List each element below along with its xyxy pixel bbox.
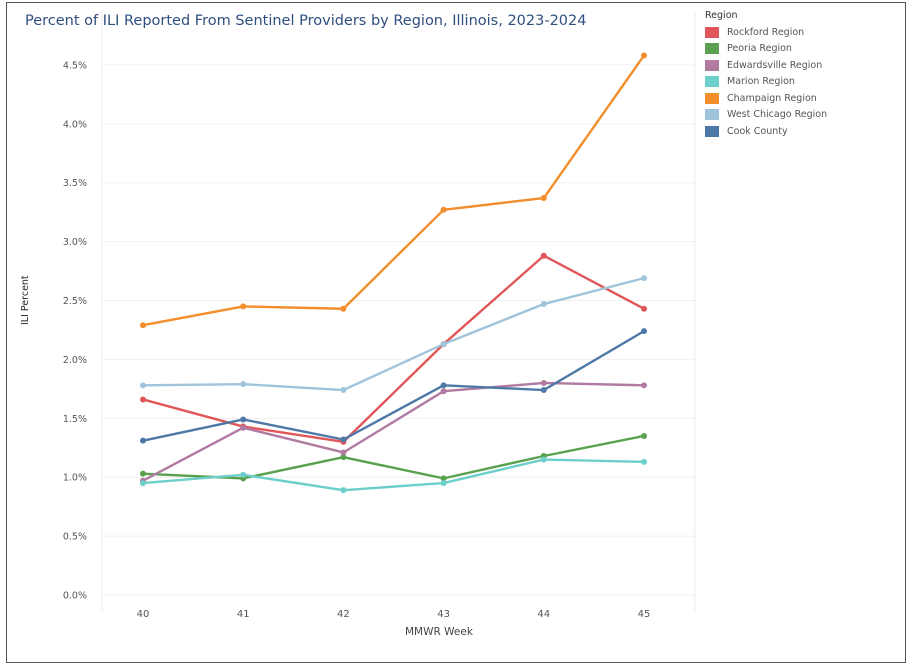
legend-item: Peoria Region xyxy=(705,41,827,58)
x-tick-label: 45 xyxy=(638,609,651,620)
legend-swatch xyxy=(705,92,719,104)
data-point xyxy=(240,424,247,431)
y-tick-label: 2.5% xyxy=(63,296,87,307)
series-line xyxy=(142,330,645,442)
y-tick-label: 1.0% xyxy=(63,473,87,484)
data-point xyxy=(641,382,647,389)
data-point xyxy=(540,379,547,386)
legend-label: Rockford Region xyxy=(727,26,805,38)
legend-item: Edwardsville Region xyxy=(705,57,827,74)
legend-label: Edwardsville Region xyxy=(727,59,823,71)
x-axis-label: MMWR Week xyxy=(405,626,473,638)
legend-swatch xyxy=(705,109,719,121)
x-tick-label: 40 xyxy=(137,609,150,620)
series-line xyxy=(142,458,645,492)
x-tick-label: 44 xyxy=(537,609,550,620)
data-point xyxy=(641,52,647,59)
legend-item: Cook County xyxy=(705,123,827,140)
legend-label: Peoria Region xyxy=(727,43,792,55)
y-tick-label: 4.0% xyxy=(63,119,87,130)
data-point xyxy=(540,252,547,259)
data-point xyxy=(140,470,146,477)
data-point xyxy=(440,206,447,213)
legend-item: Champaign Region xyxy=(705,90,827,107)
y-tick-label: 3.0% xyxy=(63,237,87,248)
legend-items: Rockford Region Peoria Region Edwardsville… xyxy=(705,24,827,140)
legend-swatch xyxy=(705,76,719,88)
y-tick-label: 1.5% xyxy=(63,414,87,425)
series-line xyxy=(142,381,645,482)
legend-label: West Chicago Region xyxy=(727,109,828,121)
x-tick-label: 42 xyxy=(337,609,350,620)
chart-title: Percent of ILI Reported From Sentinel Pr… xyxy=(25,13,587,29)
data-point xyxy=(340,387,347,394)
data-point xyxy=(540,195,547,202)
data-point xyxy=(440,341,447,348)
data-point xyxy=(240,416,247,423)
data-point xyxy=(140,322,146,329)
y-tick-label: 0.0% xyxy=(63,591,87,602)
legend-swatch xyxy=(705,26,719,38)
series-lines xyxy=(142,54,645,492)
legend-title: Region xyxy=(705,10,738,21)
legend: Region Rockford Region Peoria Region Edwar… xyxy=(705,10,827,140)
series-line xyxy=(142,276,645,392)
data-point xyxy=(340,436,347,443)
data-point xyxy=(140,396,146,403)
series-line xyxy=(142,434,645,480)
data-point xyxy=(540,387,547,394)
data-point xyxy=(641,275,647,282)
y-tick-label: 3.5% xyxy=(63,178,87,189)
data-point xyxy=(440,388,447,395)
data-point xyxy=(340,305,347,312)
data-point xyxy=(440,382,447,389)
data-point xyxy=(240,303,247,310)
y-tick-label: 4.5% xyxy=(63,60,87,71)
y-tick-label: 2.0% xyxy=(63,355,87,366)
x-tick-label: 43 xyxy=(437,609,450,620)
y-tick-label: 0.5% xyxy=(63,532,87,543)
legend-swatch xyxy=(705,43,719,55)
data-point xyxy=(440,475,447,482)
data-point xyxy=(340,454,347,461)
data-point xyxy=(641,328,647,335)
x-tick-labels: 40 41 42 43 44 45 xyxy=(137,609,651,620)
data-point xyxy=(641,305,647,312)
y-tick-labels: 0.0% 0.5% 1.0% 1.5% 2.0% 2.5% 3.0% 3.5% 4.0% 4.5% xyxy=(63,60,87,601)
legend-label: Marion Region xyxy=(727,76,795,88)
gridlines xyxy=(101,12,696,611)
data-point xyxy=(540,456,547,463)
legend-item: West Chicago Region xyxy=(705,107,827,124)
data-point xyxy=(140,437,146,444)
data-point xyxy=(641,432,647,439)
data-point xyxy=(340,487,347,494)
legend-label: Champaign Region xyxy=(727,92,817,104)
data-point xyxy=(540,301,547,308)
data-point xyxy=(240,471,247,478)
data-point xyxy=(340,449,347,456)
legend-swatch xyxy=(705,125,719,137)
series-line xyxy=(142,254,645,444)
legend-swatch xyxy=(705,59,719,71)
data-point xyxy=(140,480,146,487)
legend-item: Marion Region xyxy=(705,74,827,91)
legend-item: Rockford Region xyxy=(705,24,827,41)
legend-label: Cook County xyxy=(727,125,788,137)
data-point xyxy=(240,381,247,388)
x-tick-label: 41 xyxy=(237,609,250,620)
series-points xyxy=(140,52,647,494)
series-line xyxy=(142,54,645,327)
data-point xyxy=(641,458,647,465)
data-point xyxy=(440,480,447,487)
data-point xyxy=(140,382,146,389)
